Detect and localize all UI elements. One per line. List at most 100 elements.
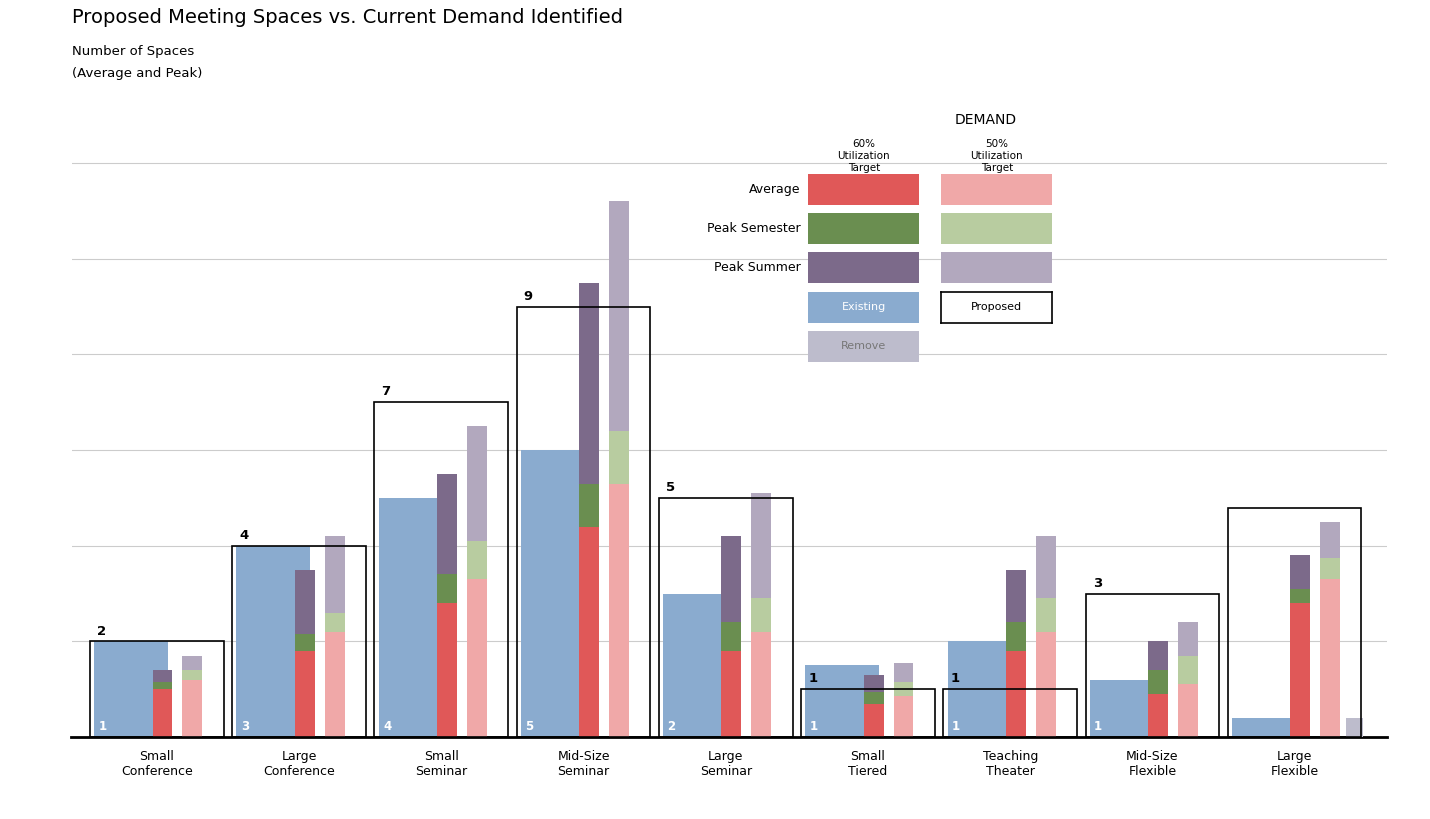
Bar xyxy=(1085,594,1220,737)
Bar xyxy=(864,692,884,737)
Bar xyxy=(236,545,310,737)
Text: 1: 1 xyxy=(808,672,818,686)
Text: 2: 2 xyxy=(97,625,106,638)
Bar xyxy=(751,493,771,737)
Text: Average: Average xyxy=(749,183,801,196)
Bar xyxy=(325,632,345,737)
Bar xyxy=(1290,603,1310,737)
Bar xyxy=(801,690,935,737)
Bar xyxy=(1320,522,1340,737)
Bar xyxy=(722,622,741,737)
Bar xyxy=(1035,536,1055,737)
Bar xyxy=(1005,570,1025,737)
Bar xyxy=(1005,651,1025,737)
Text: Peak Summer: Peak Summer xyxy=(714,261,801,274)
Bar xyxy=(466,426,486,737)
Bar xyxy=(722,651,741,737)
Bar xyxy=(379,498,453,737)
Bar xyxy=(438,603,458,737)
Bar xyxy=(1148,670,1168,737)
Text: Remove: Remove xyxy=(841,342,887,351)
Bar xyxy=(183,670,203,737)
Bar xyxy=(325,536,345,737)
Bar xyxy=(1035,599,1055,737)
Bar xyxy=(90,641,223,737)
Bar xyxy=(664,594,736,737)
Text: 60%
Utilization
Target: 60% Utilization Target xyxy=(838,139,889,174)
Bar xyxy=(1090,680,1164,737)
Bar xyxy=(1290,589,1310,737)
Bar xyxy=(894,682,914,737)
Bar xyxy=(1178,685,1198,737)
Bar xyxy=(1320,558,1340,737)
Bar xyxy=(153,682,173,737)
Bar xyxy=(183,656,203,737)
Bar xyxy=(516,306,651,737)
Bar xyxy=(466,541,486,737)
Bar xyxy=(894,696,914,737)
Bar xyxy=(948,641,1021,737)
Text: 5: 5 xyxy=(525,720,533,733)
Bar xyxy=(1233,718,1306,737)
Bar xyxy=(751,599,771,737)
Text: 4: 4 xyxy=(383,720,392,733)
Bar xyxy=(521,450,595,737)
Text: Peak Semester: Peak Semester xyxy=(708,222,801,235)
Bar xyxy=(1148,641,1168,737)
Bar xyxy=(1228,508,1361,737)
Bar xyxy=(153,670,173,737)
Bar xyxy=(232,545,366,737)
Text: 2: 2 xyxy=(668,720,675,733)
Bar xyxy=(295,651,315,737)
Bar xyxy=(1005,622,1025,737)
Bar xyxy=(751,632,771,737)
Text: 3: 3 xyxy=(1093,577,1103,590)
Text: 50%
Utilization
Target: 50% Utilization Target xyxy=(971,139,1022,174)
Text: 3: 3 xyxy=(240,720,249,733)
Bar xyxy=(864,675,884,737)
Bar xyxy=(609,483,629,737)
Bar xyxy=(805,665,879,737)
Bar xyxy=(659,498,792,737)
Bar xyxy=(944,690,1077,737)
Text: 7: 7 xyxy=(382,386,390,399)
Text: (Average and Peak): (Average and Peak) xyxy=(72,67,202,80)
Text: 1: 1 xyxy=(952,720,960,733)
Bar xyxy=(1346,718,1363,737)
Text: Number of Spaces: Number of Spaces xyxy=(72,45,193,58)
Bar xyxy=(295,634,315,737)
Bar xyxy=(579,283,599,737)
Bar xyxy=(295,570,315,737)
Bar xyxy=(1035,632,1055,737)
Bar xyxy=(183,680,203,737)
Bar xyxy=(375,402,508,737)
Bar xyxy=(864,704,884,737)
Bar xyxy=(609,431,629,737)
Bar xyxy=(153,690,173,737)
Text: 9: 9 xyxy=(523,290,533,303)
Bar xyxy=(579,527,599,737)
Bar xyxy=(579,483,599,737)
Bar xyxy=(1290,555,1310,737)
Bar xyxy=(609,201,629,737)
Text: 1: 1 xyxy=(809,720,818,733)
Bar xyxy=(466,579,486,737)
Bar xyxy=(1148,694,1168,737)
Bar xyxy=(438,474,458,737)
Text: Existing: Existing xyxy=(842,302,885,312)
Text: 1: 1 xyxy=(1094,720,1103,733)
Text: 4: 4 xyxy=(239,529,249,542)
Bar xyxy=(1320,579,1340,737)
Text: 5: 5 xyxy=(666,481,675,494)
Bar xyxy=(325,613,345,737)
Bar xyxy=(722,536,741,737)
Text: Proposed: Proposed xyxy=(971,302,1022,312)
Text: 1: 1 xyxy=(951,672,960,686)
Text: Proposed Meeting Spaces vs. Current Demand Identified: Proposed Meeting Spaces vs. Current Dema… xyxy=(72,8,622,27)
Bar xyxy=(1178,622,1198,737)
Text: DEMAND: DEMAND xyxy=(955,113,1017,127)
Bar xyxy=(94,641,169,737)
Bar xyxy=(1178,656,1198,737)
Bar xyxy=(438,574,458,737)
Text: 1: 1 xyxy=(99,720,107,733)
